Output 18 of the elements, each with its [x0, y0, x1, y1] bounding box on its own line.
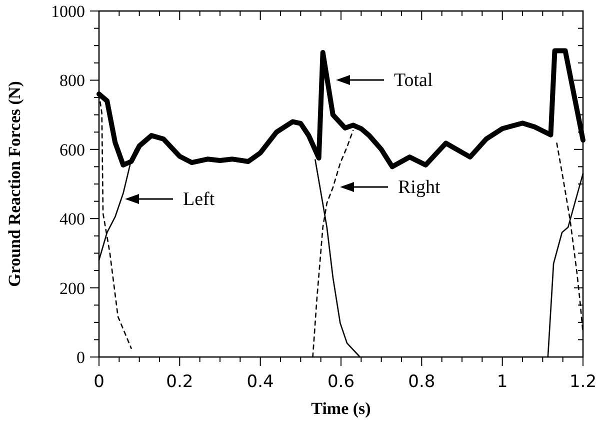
annotation: Total [394, 70, 433, 91]
y-axis-title: Ground Reaction Forces (N) [5, 81, 24, 287]
x-tick-label: 0.2 [166, 372, 194, 392]
y-tick-label: 1000 [51, 2, 85, 21]
x-tick-label: 0.4 [246, 372, 274, 392]
x-tick-label: 1.2 [569, 372, 597, 392]
x-tick-label: 0.8 [408, 372, 436, 392]
annotation: Right [398, 177, 441, 198]
x-tick-label: 1 [496, 372, 508, 392]
x-axis-title: Time (s) [311, 399, 371, 418]
annotation: Left [183, 189, 216, 210]
y-tick-label: 600 [60, 140, 85, 160]
y-tick-label: 400 [60, 210, 85, 229]
y-tick-label: 800 [60, 71, 85, 90]
y-tick-label: 200 [60, 278, 85, 298]
x-tick-label: 0.6 [327, 372, 355, 392]
x-tick-label: 0 [94, 372, 104, 392]
y-tick-label: 0 [76, 348, 85, 367]
